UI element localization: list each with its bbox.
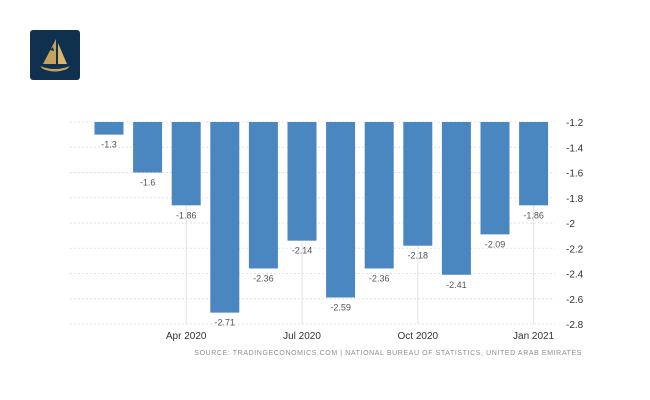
x-tick-label: Oct 2020 (398, 331, 439, 342)
bar (210, 122, 240, 313)
bar-data-label: -1.3 (101, 140, 117, 150)
y-tick-label: -2.4 (566, 270, 584, 281)
x-tick-label: Apr 2020 (166, 331, 207, 342)
bar (403, 122, 433, 246)
y-tick-label: -2.6 (566, 295, 584, 306)
y-tick-label: -1.8 (566, 194, 584, 205)
bar (519, 122, 549, 206)
y-tick-label: -2.2 (566, 244, 584, 255)
bar (171, 122, 201, 206)
logo (30, 30, 80, 80)
bar-data-label: -2.71 (215, 318, 236, 328)
bar (133, 122, 163, 173)
bars (94, 122, 549, 313)
bar-data-label: -2.09 (485, 239, 506, 249)
y-tick-label: -1.2 (566, 118, 584, 129)
bar-data-label: -2.59 (330, 302, 351, 312)
bar (287, 122, 317, 241)
bar (248, 122, 278, 269)
bar-data-label: -1.86 (176, 210, 197, 220)
data-labels: -1.3 -1.6 -1.86 -2.71 -2.36 -2.14 -2.59 -2.36 -2… (101, 140, 544, 328)
bar-data-label: -2.18 (408, 251, 429, 261)
bar (441, 122, 471, 275)
x-tick-label: Jul 2020 (283, 331, 321, 342)
y-tick-label: -1.6 (566, 169, 584, 180)
sailboat-logo-icon (40, 39, 70, 72)
bar-data-label: -1.6 (140, 178, 156, 188)
x-axis: Apr 2020 Jul 2020 Oct 2020 Jan 2021 (166, 331, 555, 342)
y-tick-label: -1.4 (566, 143, 584, 154)
bar-data-label: -2.14 (292, 246, 313, 256)
bar (480, 122, 510, 235)
bar-data-label: -2.36 (369, 273, 390, 283)
bar-data-label: -1.86 (523, 210, 544, 220)
bar (326, 122, 356, 298)
bar (94, 122, 124, 135)
y-tick-label: -2 (566, 219, 575, 230)
x-tick-label: Jan 2021 (513, 331, 555, 342)
bar-data-label: -2.36 (253, 273, 274, 283)
bar-data-label: -2.41 (446, 280, 467, 290)
y-axis: -1.2 -1.4 -1.6 -1.8 -2 -2.2 -2.4 -2.6 -2.8 (566, 118, 584, 331)
source-note: SOURCE: TRADINGECONOMICS.COM | NATIONAL … (194, 350, 582, 357)
bar (364, 122, 394, 269)
y-tick-label: -2.8 (566, 320, 584, 331)
